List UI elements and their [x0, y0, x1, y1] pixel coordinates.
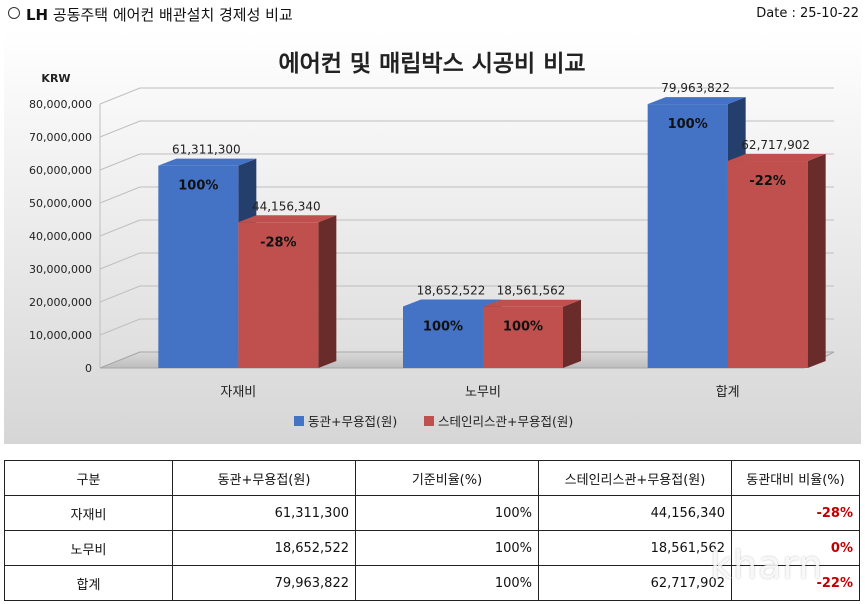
row-label: 합계	[4, 565, 173, 601]
table-cell: 62,717,902	[538, 565, 732, 601]
table-cell: 18,652,522	[172, 530, 356, 566]
x-tick-label: 자재비	[220, 385, 256, 400]
table-row: 노무비 18,652,522 100% 18,561,562 0%	[4, 530, 860, 566]
table-cell: 100%	[355, 565, 539, 601]
bar-top	[647, 97, 746, 105]
header-cell: 기준비율(%)	[355, 460, 539, 496]
bar-side	[807, 154, 826, 368]
y-tick-label: 40,000,000	[29, 230, 92, 243]
grid-diagonal	[99, 252, 141, 270]
bar	[158, 165, 239, 368]
data-label: 79,963,822	[661, 81, 730, 95]
header-cell: 동관대비 비율(%)	[731, 460, 860, 496]
bar-side	[318, 215, 337, 368]
grid-diagonal	[99, 318, 141, 336]
data-label: 44,156,340	[252, 199, 321, 213]
page-title: LH 공동주택 에어컨 배관설치 경제성 비교	[26, 4, 293, 25]
x-tick-label: 노무비	[465, 385, 501, 400]
x-tick-label: 합계	[716, 385, 740, 400]
watermark-logo: kharn	[710, 543, 824, 587]
y-tick-label: 0	[85, 362, 92, 375]
header-cell: 구분	[4, 460, 173, 496]
legend-swatch	[424, 416, 434, 426]
table-cell: 79,963,822	[172, 565, 356, 601]
row-label: 자재비	[4, 495, 173, 531]
y-tick-label: 30,000,000	[29, 263, 92, 276]
table-row: 자재비 61,311,300 100% 44,156,340 -28%	[4, 495, 860, 531]
y-tick-label: 60,000,000	[29, 164, 92, 177]
table-cell: 100%	[355, 530, 539, 566]
grid-diagonal	[99, 120, 141, 138]
table-cell: 100%	[355, 495, 539, 531]
bar	[238, 222, 319, 368]
legend-entry: 스테인리스관+무용접(원)	[438, 414, 573, 429]
data-label: 61,311,300	[172, 143, 241, 157]
header-bar: LH 공동주택 에어컨 배관설치 경제성 비교 Date : 25-10-22	[0, 0, 865, 28]
bar	[483, 306, 563, 368]
bar-side	[563, 299, 581, 368]
percent-label: 100%	[178, 179, 218, 194]
bar-top	[238, 215, 337, 223]
brand-label: LH	[26, 6, 49, 24]
date-label: Date : 25-10-22	[756, 6, 859, 21]
y-tick-label: 80,000,000	[29, 98, 92, 111]
percent-label: -28%	[260, 235, 297, 250]
grid-diagonal	[99, 186, 141, 204]
y-axis-label: KRW	[41, 72, 70, 85]
title-text: 공동주택 에어컨 배관설치 경제성 비교	[52, 6, 293, 24]
bar	[727, 161, 808, 368]
percent-label: 100%	[668, 117, 708, 132]
bar	[647, 104, 728, 368]
bar-top	[483, 299, 581, 307]
percent-label: 100%	[423, 319, 463, 334]
ratio-cell: 0%	[731, 530, 860, 566]
table-header-row: 구분 동관+무용접(원) 기준비율(%) 스테인리스관+무용접(원) 동관대비 …	[4, 460, 860, 496]
grid-diagonal	[99, 285, 141, 303]
table-cell: 18,561,562	[538, 530, 732, 566]
data-label: 18,652,522	[417, 283, 486, 297]
table-cell: 61,311,300	[172, 495, 356, 531]
chart-title: 에어컨 및 매립박스 시공비 비교	[278, 51, 585, 77]
header-cell: 스테인리스관+무용접(원)	[538, 460, 732, 496]
legend-entry: 동관+무용접(원)	[308, 414, 397, 429]
data-label: 62,717,902	[741, 138, 810, 152]
ratio-cell: -22%	[731, 565, 860, 601]
percent-label: -22%	[749, 174, 786, 189]
y-tick-label: 70,000,000	[29, 131, 92, 144]
table-row: 합계 79,963,822 100% 62,717,902 -22%	[4, 565, 860, 601]
circle-icon	[8, 7, 20, 19]
y-tick-label: 10,000,000	[29, 329, 92, 342]
grid-diagonal	[99, 87, 141, 105]
grid-diagonal	[99, 153, 141, 171]
bar	[403, 306, 483, 368]
ratio-cell: -28%	[731, 495, 860, 531]
bar-top	[727, 154, 826, 162]
comparison-table: 구분 동관+무용접(원) 기준비율(%) 스테인리스관+무용접(원) 동관대비 …	[4, 460, 860, 601]
bar-top	[158, 158, 257, 166]
y-tick-label: 20,000,000	[29, 296, 92, 309]
row-label: 노무비	[4, 530, 173, 566]
table-cell: 44,156,340	[538, 495, 732, 531]
data-label: 18,561,562	[497, 284, 566, 298]
header-cell: 동관+무용접(원)	[172, 460, 356, 496]
percent-label: 100%	[503, 320, 543, 335]
bar-chart: 에어컨 및 매립박스 시공비 비교 KRW 0 10,000,000 20,000,00…	[4, 30, 861, 444]
legend-swatch	[294, 416, 304, 426]
bar-top	[403, 299, 501, 307]
chart-panel: 에어컨 및 매립박스 시공비 비교 KRW 0 10,000,000 20,000,00…	[4, 30, 861, 444]
grid-diagonal	[99, 219, 141, 237]
y-tick-label: 50,000,000	[29, 197, 92, 210]
